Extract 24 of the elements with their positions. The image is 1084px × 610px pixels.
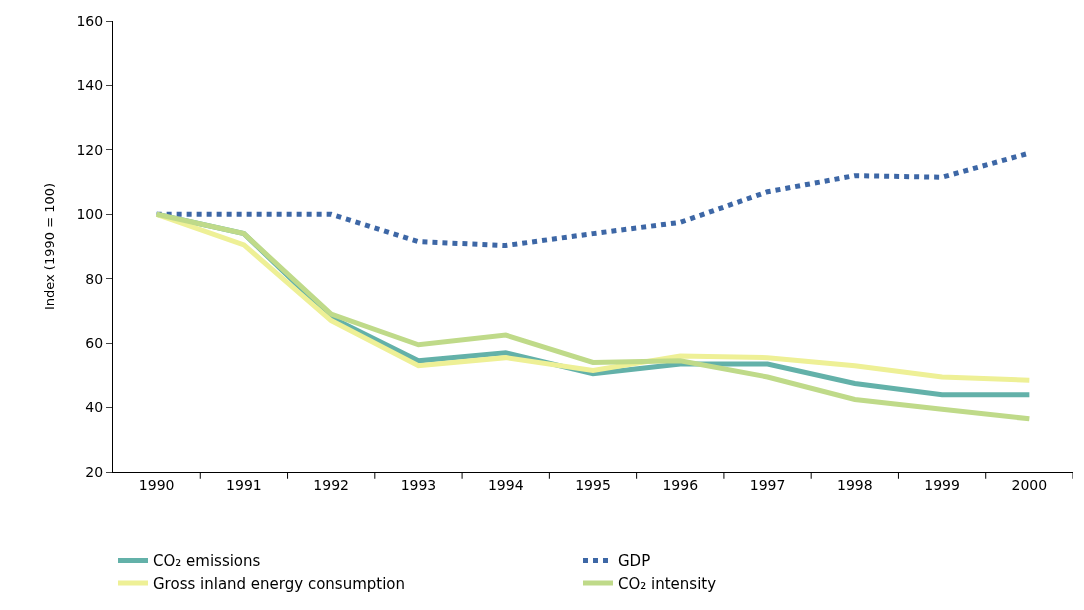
y-tick-label: 80 (85, 270, 104, 287)
x-tick-label: 1994 (487, 476, 524, 493)
legend-label: CO₂ emissions (153, 552, 261, 571)
legend-label: Gross inland energy consumption (153, 574, 406, 593)
x-tick-label: 1998 (837, 476, 873, 493)
x-tick-label: 1990 (138, 476, 175, 493)
x-tick-label: 1993 (400, 476, 437, 493)
y-tick-label: 140 (76, 77, 104, 94)
x-tick-label: 1996 (662, 476, 699, 493)
y-tick-label: 20 (85, 463, 104, 480)
x-tick-label: 2000 (1011, 476, 1048, 493)
y-tick-label: 60 (85, 335, 104, 352)
legend-label: CO₂ intensity (618, 574, 717, 593)
x-tick-label: 1992 (313, 476, 349, 493)
y-tick-label: 160 (76, 12, 104, 29)
y-axis-title: Index (1990 = 100) (42, 182, 58, 311)
x-tick-label: 1997 (749, 476, 786, 493)
x-tick-label: 1995 (575, 476, 611, 493)
y-tick-label: 100 (76, 206, 104, 223)
legend-label: GDP (618, 552, 651, 571)
y-tick-label: 120 (76, 141, 104, 158)
y-tick-label: 40 (85, 399, 104, 416)
x-tick-label: 1999 (924, 476, 960, 493)
x-tick-label: 1991 (226, 476, 262, 493)
